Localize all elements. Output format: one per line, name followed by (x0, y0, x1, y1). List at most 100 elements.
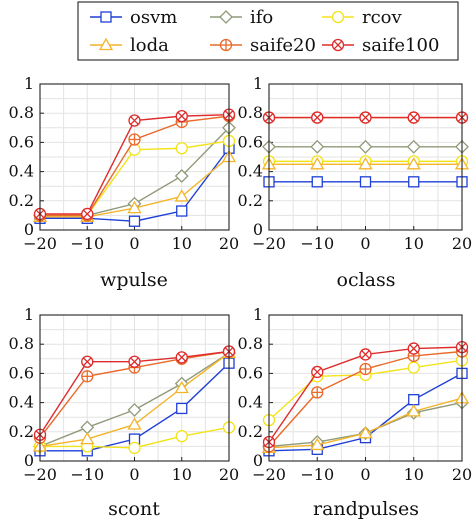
data-point-saife100 (175, 351, 188, 364)
data-point-osvm (408, 394, 420, 406)
series-loda (261, 156, 470, 170)
data-point-loda (127, 417, 142, 430)
series-ifo (262, 139, 469, 154)
legend-marker-icon (331, 10, 345, 24)
x-tick-label: −20 (252, 465, 286, 484)
data-point-saife20 (81, 370, 94, 383)
data-point-osvm (408, 176, 420, 188)
y-tick-label: 0.8 (238, 334, 263, 353)
y-tick-label: 0.8 (9, 334, 34, 353)
plot-frame (39, 83, 230, 231)
legend-item-osvm: osvm (90, 7, 177, 28)
data-point-osvm (176, 402, 188, 415)
x-axis-label: randpulses (313, 498, 419, 520)
legend-item-saife100: saife100 (322, 35, 439, 56)
data-point-rcov (407, 361, 420, 374)
y-tick-label: 0.6 (238, 363, 263, 382)
data-point-ifo (127, 402, 142, 417)
y-tick-label: 0.2 (9, 422, 34, 441)
x-tick-label: −10 (300, 234, 334, 253)
data-point-loda (174, 189, 189, 202)
data-point-loda (406, 404, 421, 417)
data-point-loda (80, 431, 95, 445)
chart-panel-scont: 0 0.2 0.4 0.6 0.8 1 −20 −10 0 10 20 scont (9, 305, 240, 520)
legend-label: saife100 (362, 35, 439, 56)
data-point-saife100 (311, 111, 324, 124)
x-tick-label: −20 (23, 465, 57, 484)
x-tick-label: −10 (300, 465, 334, 484)
y-tick-label: 0.4 (238, 162, 263, 181)
y-tick-label: 0.2 (238, 191, 263, 210)
y-tick-label: 0.8 (238, 103, 263, 122)
y-tick-label: 0.6 (238, 132, 263, 151)
data-point-saife100 (407, 111, 420, 124)
plot-frame (39, 314, 230, 462)
legend-label: osvm (130, 7, 177, 28)
data-point-loda (127, 200, 142, 214)
data-point-osvm (311, 176, 323, 188)
legend-marker-icon (98, 37, 114, 51)
y-tick-label: 1 (253, 74, 263, 93)
x-tick-label: 20 (219, 234, 239, 253)
series-osvm (263, 176, 468, 188)
data-point-saife100 (81, 207, 94, 221)
y-tick-label: 0 (253, 451, 263, 470)
data-point-rcov (175, 142, 188, 155)
data-point-saife20 (311, 386, 324, 399)
data-point-saife100 (407, 342, 420, 355)
x-tick-label: 10 (172, 234, 192, 253)
series-saife100 (262, 111, 469, 124)
y-tick-label: 0 (24, 451, 34, 470)
data-point-rcov (175, 430, 188, 443)
y-tick-label: 0.4 (9, 393, 34, 412)
x-tick-label: 20 (219, 465, 239, 484)
y-tick-label: 0.2 (238, 422, 263, 441)
chart-panel-wpulse: 0 0.2 0.4 0.6 0.8 1 −20 −10 0 10 20 wpulse (9, 74, 240, 291)
legend-label: saife20 (250, 35, 316, 56)
y-tick-label: 0.6 (9, 132, 34, 151)
x-tick-label: 20 (452, 465, 472, 484)
plot-frame (268, 314, 463, 462)
x-tick-label: 0 (360, 465, 370, 484)
data-point-saife100 (359, 348, 372, 361)
x-tick-label: 0 (129, 465, 139, 484)
x-tick-label: 10 (172, 465, 192, 484)
y-tick-label: 1 (24, 74, 34, 93)
data-point-loda (174, 380, 189, 394)
legend-item-loda: loda (90, 35, 169, 56)
data-point-ifo (174, 169, 189, 183)
data-point-saife100 (81, 355, 94, 368)
y-tick-label: 1 (24, 305, 34, 324)
y-tick-label: 1 (253, 305, 263, 324)
x-axis-label: scont (108, 498, 160, 520)
x-tick-label: −10 (70, 465, 104, 484)
y-tick-label: 0 (24, 220, 34, 239)
data-point-osvm (176, 205, 188, 217)
legend-label: ifo (250, 7, 273, 28)
legend-label: rcov (362, 7, 403, 28)
x-tick-label: 20 (452, 234, 472, 253)
y-tick-label: 0.2 (9, 191, 34, 210)
data-point-ifo (310, 139, 325, 154)
y-tick-label: 0.4 (238, 393, 263, 412)
y-tick-label: 0.8 (9, 103, 34, 122)
x-tick-label: 0 (360, 234, 370, 253)
x-tick-label: 10 (404, 465, 424, 484)
data-point-osvm (128, 215, 141, 227)
legend-marker-icon (219, 38, 233, 52)
x-tick-label: −20 (23, 234, 57, 253)
data-point-saife20 (128, 133, 141, 146)
data-point-loda (358, 156, 373, 170)
x-axis-label: oclass (337, 269, 396, 291)
data-point-loda (310, 156, 325, 170)
data-point-saife100 (175, 109, 188, 123)
data-point-saife20 (359, 362, 372, 376)
data-point-saife100 (128, 114, 141, 127)
legend-item-saife20: saife20 (210, 35, 316, 56)
data-point-osvm (359, 176, 372, 188)
legend-frame (77, 1, 459, 61)
data-point-loda (358, 425, 373, 439)
legend-item-ifo: ifo (210, 7, 273, 28)
y-tick-label: 0.4 (9, 162, 34, 181)
